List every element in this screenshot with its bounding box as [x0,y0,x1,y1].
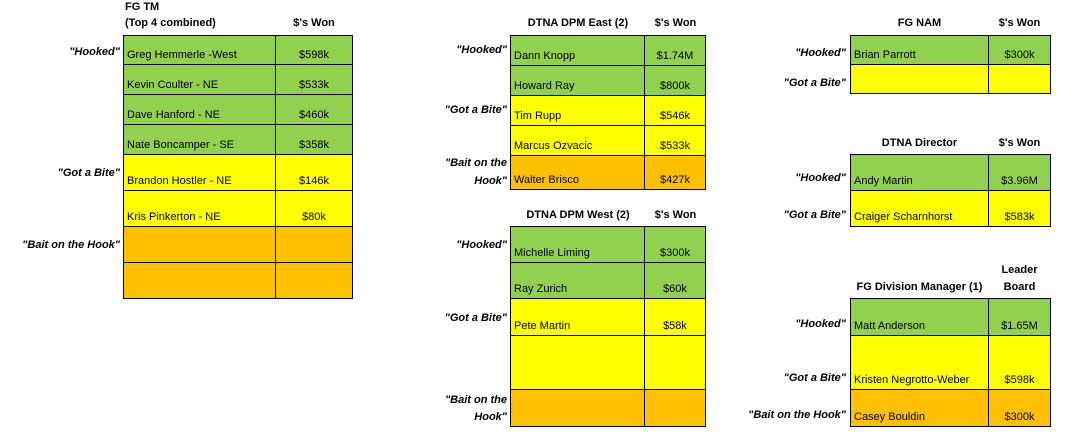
table-cell-name: Craiger Scharnhorst [850,190,989,227]
table-cell-name: Kristen Negrotto-Weber [850,335,989,390]
table-cell-name: Brian Parrott [850,35,989,65]
dtna-east-hooked-label: "Hooked" [456,44,507,56]
table-cell-amount: $533k [275,64,353,95]
table-cell-amount: $427k [644,155,706,190]
table-cell-amount [275,226,353,263]
table-cell-amount: $300k [644,226,706,263]
dtna-west-bait-label: "Bait on the [444,394,507,406]
table-cell-name: Walter Brisco [510,155,645,190]
fg-nam-won-header: $'s Won [998,17,1041,29]
table-cell-amount: $80k [275,190,353,227]
dtna-director-won-header: $'s Won [998,137,1041,149]
fg-division-board-header: Leader [1001,264,1038,276]
table-cell-name: Nate Boncamper - SE [123,124,276,155]
table-cell-name: Pete Martin [510,298,645,336]
table-cell-amount [988,64,1051,94]
table-cell-name [510,389,645,427]
fg-division-hooked-label: "Hooked" [795,318,846,330]
table-cell-amount: $598k [988,335,1051,390]
dtna-east-won-header: $'s Won [654,17,697,29]
fgtm-bite-label: "Got a Bite" [57,167,120,179]
table-cell-amount: $58k [644,298,706,336]
table-cell-amount: $3.96M [988,154,1051,191]
dtna-east-bait-label: "Bait on the [444,157,507,169]
table-cell-name: Andy Martin [850,154,989,191]
table-cell-name: Casey Bouldin [850,389,989,427]
table-cell-amount: $546k [644,95,706,126]
fgtm-won-header: $'s Won [293,17,335,29]
fg-division-board-header-2: Board [1003,281,1036,293]
table-cell-name: Kevin Coulter - NE [123,64,276,95]
table-cell-name: Kris Pinkerton - NE [123,190,276,227]
fg-division-bait-label: "Bait on the Hook" [748,409,846,421]
dtna-west-title: DTNA DPM West (2) [526,209,630,221]
dtna-east-bite-label: "Got a Bite" [444,104,507,116]
dtna-west-hooked-label: "Hooked" [456,239,507,251]
table-cell-name: Ray Zurich [510,262,645,299]
dtna-west-bite-label: "Got a Bite" [444,312,507,324]
table-cell-name: Tim Rupp [510,95,645,126]
table-cell-name: Dann Knopp [510,35,645,66]
fg-division-title: FG Division Manager (1) [856,281,983,293]
fgtm-hooked-label: "Hooked" [69,46,120,58]
fgtm-bait-label: "Bait on the Hook" [22,239,120,251]
table-cell-name [123,262,276,299]
table-cell-name: Howard Ray [510,65,645,96]
fgtm-subtitle: (Top 4 combined) [125,17,216,29]
table-cell-name: Brandon Hostler - NE [123,154,276,191]
fg-nam-bite-label: "Got a Bite" [783,77,846,89]
table-cell-name [850,64,989,94]
dtna-west-won-header: $'s Won [654,209,697,221]
table-cell-amount: $583k [988,190,1051,227]
dtna-east-title: DTNA DPM East (2) [527,17,629,29]
fg-nam-title: FG NAM [897,17,942,29]
table-cell-amount: $598k [275,35,353,65]
table-cell-amount: $533k [644,125,706,156]
dtna-west-bait-label-2: Hook" [474,411,507,423]
table-cell-amount: $1.74M [644,35,706,66]
table-cell-name [123,226,276,263]
table-cell-amount [275,262,353,299]
table-cell-name: Dave Hanford - NE [123,94,276,125]
table-cell-name: Greg Hemmerle -West [123,35,276,65]
fg-nam-hooked-label: "Hooked" [795,47,846,59]
table-cell-amount: $800k [644,65,706,96]
table-cell-amount: $358k [275,124,353,155]
fgtm-title: FG TM [125,1,160,13]
fg-division-bite-label: "Got a Bite" [783,372,846,384]
table-cell-amount [644,389,706,427]
table-cell-name: Matt Anderson [850,298,989,336]
dtna-east-bait-label-2: Hook" [474,175,507,187]
table-cell-name [510,335,645,390]
dtna-director-bite-label: "Got a Bite" [783,209,846,221]
dtna-director-hooked-label: "Hooked" [795,172,846,184]
table-cell-amount: $146k [275,154,353,191]
dtna-director-title: DTNA Director [881,137,958,149]
table-cell-amount: $460k [275,94,353,125]
table-cell-amount: $60k [644,262,706,299]
table-cell-amount: $300k [988,389,1051,427]
table-cell-amount: $1.65M [988,298,1051,336]
table-cell-name: Michelle Liming [510,226,645,263]
table-cell-amount [644,335,706,390]
table-cell-name: Marcus Ozvacic [510,125,645,156]
table-cell-amount: $300k [988,35,1051,65]
